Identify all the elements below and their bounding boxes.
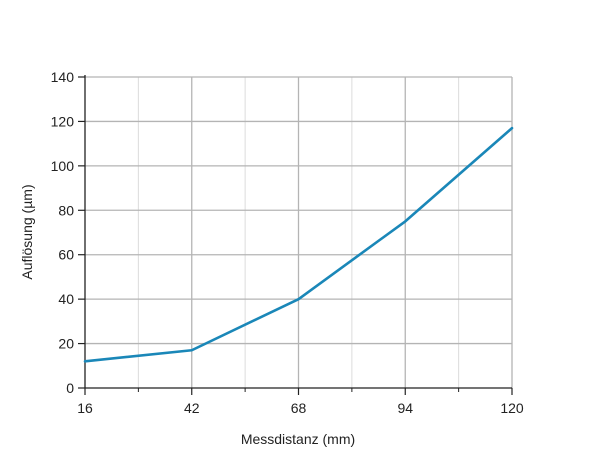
- x-tick-label: 68: [291, 400, 307, 416]
- y-tick-label: 0: [66, 380, 74, 396]
- x-tick-label: 94: [397, 400, 413, 416]
- axes: [78, 75, 513, 395]
- y-tick-label: 140: [51, 69, 75, 85]
- major-grid: [85, 76, 513, 388]
- y-tick-label: 120: [51, 113, 75, 129]
- x-axis-label: Messdistanz (mm): [241, 431, 355, 447]
- y-tick-label: 60: [58, 247, 74, 263]
- y-tick-label: 20: [58, 336, 74, 352]
- x-tick-label: 42: [184, 400, 200, 416]
- y-tick-labels: 0 20 40 60 80 100 120 140: [51, 69, 75, 396]
- x-tick-label: 16: [77, 400, 93, 416]
- data-series: [83, 126, 514, 363]
- x-tick-label: 120: [500, 400, 524, 416]
- y-tick-label: 40: [58, 291, 74, 307]
- minor-grid: [137, 77, 460, 388]
- y-tick-label: 100: [51, 158, 75, 174]
- y-tick-label: 80: [58, 202, 74, 218]
- series-line: [83, 126, 514, 363]
- x-tick-labels: 16 42 68 94 120: [77, 400, 524, 416]
- y-axis-label: Auflösung (µm): [19, 184, 35, 279]
